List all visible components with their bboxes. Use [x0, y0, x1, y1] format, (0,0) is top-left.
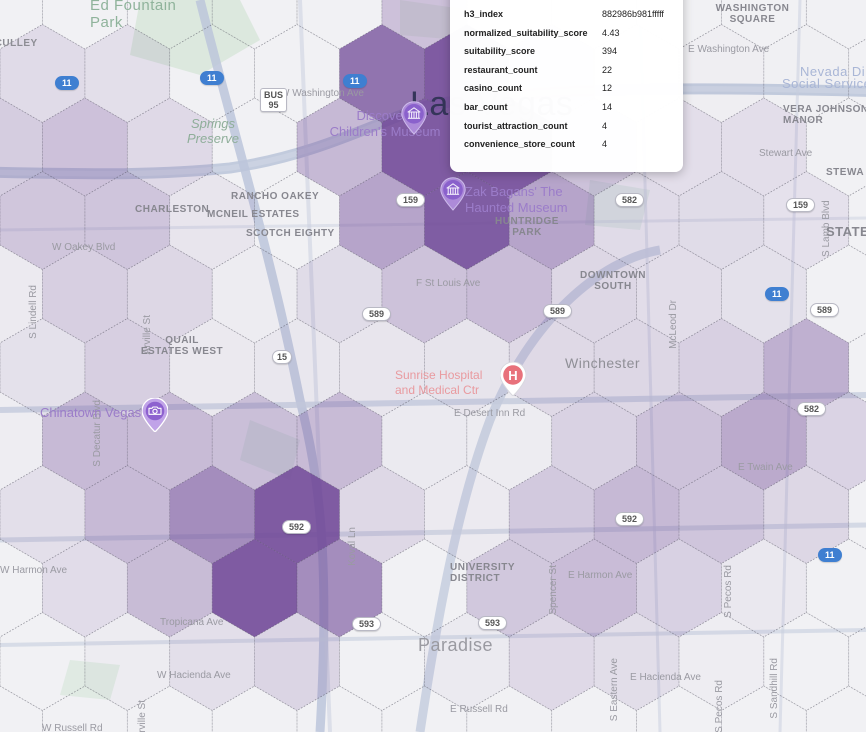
svg-text:H: H	[508, 368, 517, 383]
